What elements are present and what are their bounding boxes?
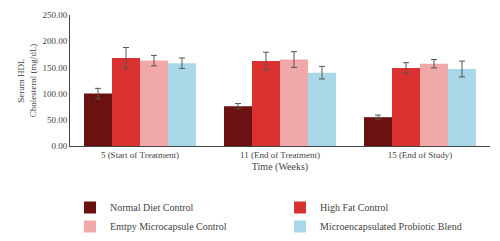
svg-text:Time (Weeks): Time (Weeks) xyxy=(252,161,308,173)
svg-text:11 (End of Treatment): 11 (End of Treatment) xyxy=(240,150,320,160)
svg-text:Serum HDLCholesterol (mg/dL): Serum HDLCholesterol (mg/dL) xyxy=(16,44,38,118)
svg-text:250.00: 250.00 xyxy=(42,10,67,20)
svg-text:15 (End of Study): 15 (End of Study) xyxy=(388,150,453,160)
svg-text:200.00: 200.00 xyxy=(42,36,67,46)
svg-text:100.00: 100.00 xyxy=(42,89,67,99)
svg-text:50.00: 50.00 xyxy=(47,115,68,125)
svg-text:Microencapsulated Probiotic Bl: Microencapsulated Probiotic Blend xyxy=(320,221,462,232)
svg-text:150.00: 150.00 xyxy=(42,63,67,73)
svg-text:Normal Diet Control: Normal Diet Control xyxy=(110,202,194,213)
svg-text:5 (Start of Treatment): 5 (Start of Treatment) xyxy=(101,150,179,160)
svg-text:0.00: 0.00 xyxy=(51,141,67,151)
svg-text:High Fat Control: High Fat Control xyxy=(320,202,389,213)
svg-text:Emtpy Microcapsule Control: Emtpy Microcapsule Control xyxy=(110,221,227,232)
